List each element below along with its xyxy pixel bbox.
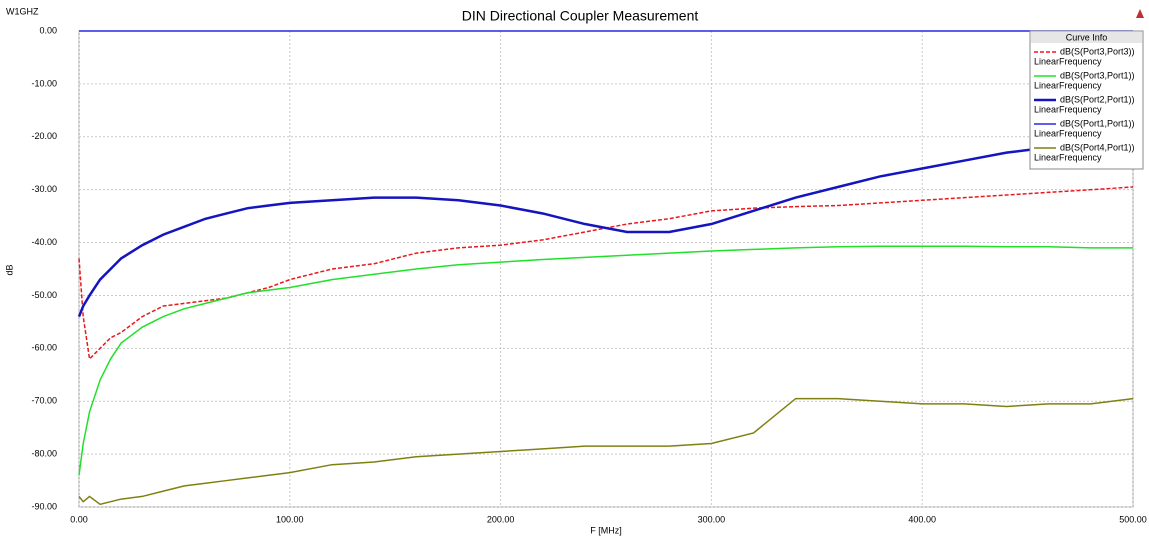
legend-header [1031,32,1142,43]
y-tick-label: -30.00 [31,184,57,194]
legend: Curve InfodB(S(Port3,Port3))LinearFreque… [1029,30,1144,170]
legend-label: dB(S(Port2,Port1)) [1060,94,1135,104]
chart-title: DIN Directional Coupler Measurement [462,8,699,24]
y-tick-label: -20.00 [31,131,57,141]
x-tick-label: 400.00 [908,514,936,524]
x-tick-label: 300.00 [698,514,726,524]
legend-sweep: LinearFrequency [1034,128,1102,138]
legend-title: Curve Info [1066,32,1108,42]
legend-sweep: LinearFrequency [1034,104,1102,114]
grid: 0.00 -10.00 -20.00 -30.00 -40.00 -50.00 -60.00… [31,25,1146,524]
x-tick-label: 200.00 [487,514,515,524]
y-tick-label: -10.00 [31,78,57,88]
x-tick-label: 500.00 [1119,514,1147,524]
logo-icon [1136,9,1144,18]
legend-label: dB(S(Port3,Port3)) [1060,46,1135,56]
x-axis-label: F [MHz] [590,525,622,535]
y-tick-label: -70.00 [31,396,57,406]
y-tick-label: -80.00 [31,448,57,458]
legend-label: dB(S(Port4,Port1)) [1060,142,1135,152]
x-tick-label: 100.00 [276,514,304,524]
y-tick-label: 0.00 [39,25,57,35]
y-tick-label: -60.00 [31,343,57,353]
corner-label: W1GHZ [6,6,39,16]
legend-label: dB(S(Port1,Port1)) [1060,118,1135,128]
series-line [78,397,1134,506]
y-tick-label: -40.00 [31,237,57,247]
y-tick-label: -50.00 [31,290,57,300]
lines [77,30,1134,506]
series-line [77,140,1134,318]
legend-label: dB(S(Port3,Port1)) [1060,70,1135,80]
y-tick-label: -90.00 [31,501,57,511]
legend-sweep: LinearFrequency [1034,152,1102,162]
legend-sweep: LinearFrequency [1034,56,1102,66]
x-tick-label: 0.00 [70,514,88,524]
y-axis-label: dB [4,264,14,275]
series-line [78,245,1133,476]
legend-sweep: LinearFrequency [1034,80,1102,90]
